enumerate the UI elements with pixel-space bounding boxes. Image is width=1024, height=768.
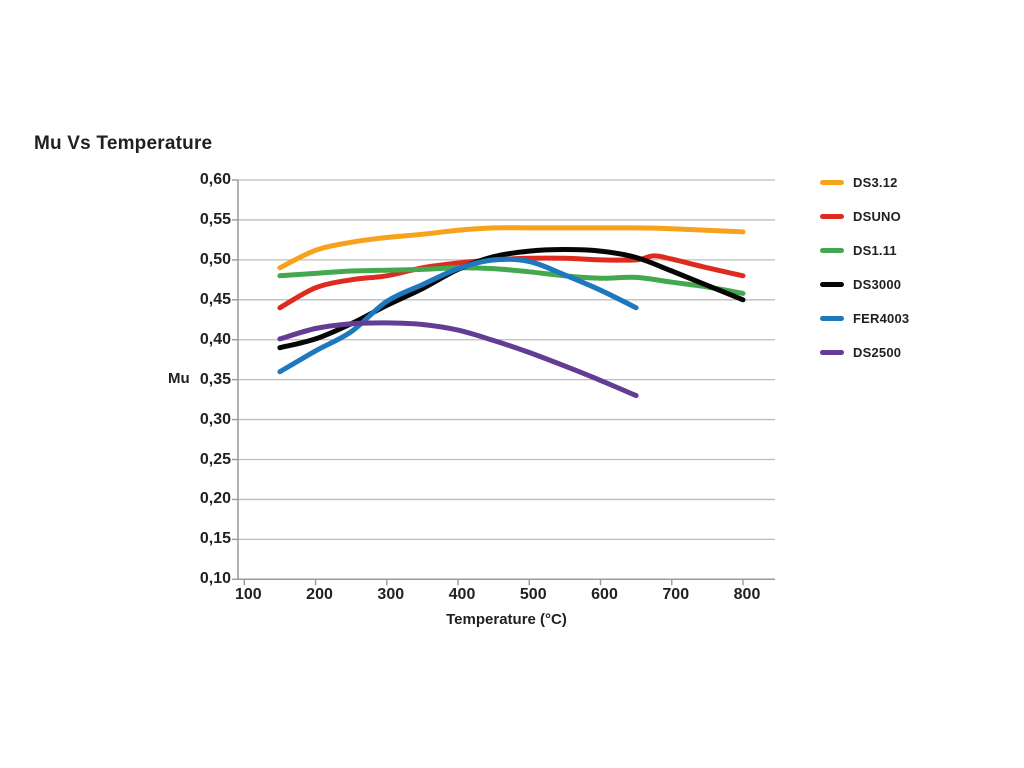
legend-item-FER4003: FER4003: [820, 301, 909, 335]
legend-label: DS3.12: [853, 174, 898, 190]
series-line-DS2500: [277, 320, 639, 399]
y-tick-label: 0,10: [199, 570, 231, 588]
y-tick-label: 0,50: [199, 250, 231, 268]
x-tick-label: 600: [591, 586, 618, 604]
legend-label: FER4003: [853, 310, 910, 326]
legend-swatch-icon: [820, 315, 844, 321]
x-tick-label: 200: [306, 586, 333, 604]
y-tick-label: 0,20: [199, 490, 231, 508]
y-tick-label: 0,30: [199, 410, 231, 428]
legend-label: DS1.11: [853, 242, 897, 258]
x-tick-label: 700: [662, 586, 690, 604]
x-tick-label: 500: [519, 586, 547, 604]
y-tick-label: 0,55: [199, 210, 231, 228]
x-axis-title: Temperature (°C): [446, 611, 567, 628]
y-tick-label: 0,15: [199, 530, 231, 548]
legend-label: DS2500: [853, 344, 902, 360]
y-tick-label: 0,60: [199, 171, 231, 188]
x-tick-label: 800: [733, 586, 761, 604]
legend-item-DS3000: DS3000: [820, 267, 909, 301]
series-line-FER4003: [277, 256, 639, 375]
y-tick-label: 0,40: [199, 330, 231, 348]
chart-title: Mu Vs Temperature: [34, 133, 213, 154]
legend-swatch-icon: [820, 247, 844, 253]
legend-swatch-icon: [820, 179, 844, 185]
x-tick-label: 400: [448, 586, 476, 604]
x-tick-label: 100: [234, 586, 262, 604]
series-line-DSUNO: [277, 253, 746, 311]
chart-legend: DS3.12 DSUNO DS1.11 DS3000 FER4003 DS2500: [820, 165, 909, 369]
legend-swatch-icon: [820, 281, 844, 287]
y-axis-title: Mu: [168, 370, 190, 387]
y-tick-label: 0,45: [199, 290, 231, 308]
legend-item-DS1.11: DS1.11: [820, 233, 909, 267]
y-tick-label: 0,35: [199, 370, 231, 388]
legend-swatch-icon: [820, 349, 844, 355]
legend-swatch-icon: [820, 213, 844, 219]
legend-item-DS2500: DS2500: [820, 335, 909, 369]
legend-label: DSUNO: [853, 208, 901, 224]
legend-label: DS3000: [853, 276, 902, 292]
x-tick-label: 300: [377, 586, 405, 604]
legend-item-DS3.12: DS3.12: [820, 165, 909, 199]
series-line-DS1.11: [277, 265, 746, 296]
series-line-DS3.12: [277, 225, 746, 271]
legend-item-DSUNO: DSUNO: [820, 199, 909, 233]
y-tick-label: 0,25: [199, 450, 231, 468]
